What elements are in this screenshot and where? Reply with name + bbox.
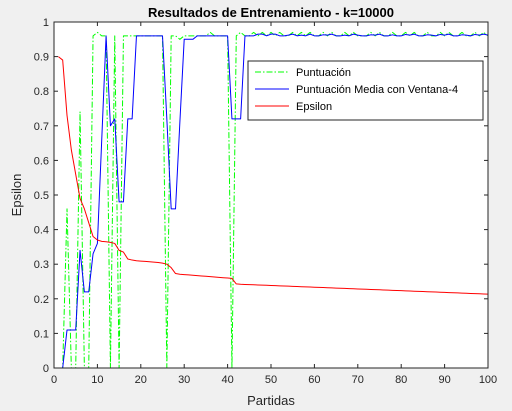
- y-tick-label: 0.3: [34, 259, 49, 271]
- x-axis-label: Partidas: [247, 393, 295, 408]
- y-tick-label: 0.2: [34, 294, 49, 306]
- y-tick-label: 0: [43, 363, 49, 375]
- y-tick-label: 0.1: [34, 328, 49, 340]
- y-tick-label: 0.8: [34, 86, 49, 98]
- x-tick-label: 50: [265, 374, 277, 386]
- y-axis-label: Epsilon: [9, 174, 24, 217]
- x-tick-label: 40: [221, 374, 233, 386]
- legend[interactable]: Puntuación Puntuación Media con Ventana-…: [247, 60, 484, 121]
- x-tick-label: 60: [308, 374, 320, 386]
- x-axis: 0 10 20 30 40 50 60 70 80 90 100: [51, 22, 497, 386]
- x-tick-label: 10: [91, 374, 103, 386]
- legend-box: [247, 60, 484, 121]
- x-tick-label: 100: [479, 374, 497, 386]
- x-tick-label: 80: [395, 374, 407, 386]
- legend-label-puntuacion: Puntuación: [296, 67, 351, 79]
- y-axis: 0 0.1 0.2 0.3 0.4 0.5 0.6 0.7 0.8 0.9 1: [34, 17, 488, 375]
- y-tick-label: 0.5: [34, 190, 49, 202]
- y-tick-label: 0.7: [34, 121, 49, 133]
- x-tick-label: 70: [352, 374, 364, 386]
- series-layer: [58, 31, 489, 369]
- x-tick-label: 30: [178, 374, 190, 386]
- series-line-epsilon: [58, 56, 489, 295]
- y-tick-label: 0.9: [34, 52, 49, 64]
- y-tick-label: 0.4: [34, 225, 49, 237]
- x-tick-label: 0: [51, 374, 57, 386]
- x-tick-label: 90: [438, 374, 450, 386]
- y-tick-label: 1: [43, 17, 49, 29]
- chart-title: Resultados de Entrenamiento - k=10000: [148, 5, 394, 20]
- series-line-puntuacion-media: [58, 33, 489, 369]
- x-tick-label: 20: [135, 374, 147, 386]
- y-tick-label: 0.6: [34, 155, 49, 167]
- legend-label-puntuacion-media: Puntuación Media con Ventana-4: [296, 84, 458, 96]
- legend-label-epsilon: Epsilon: [296, 101, 332, 113]
